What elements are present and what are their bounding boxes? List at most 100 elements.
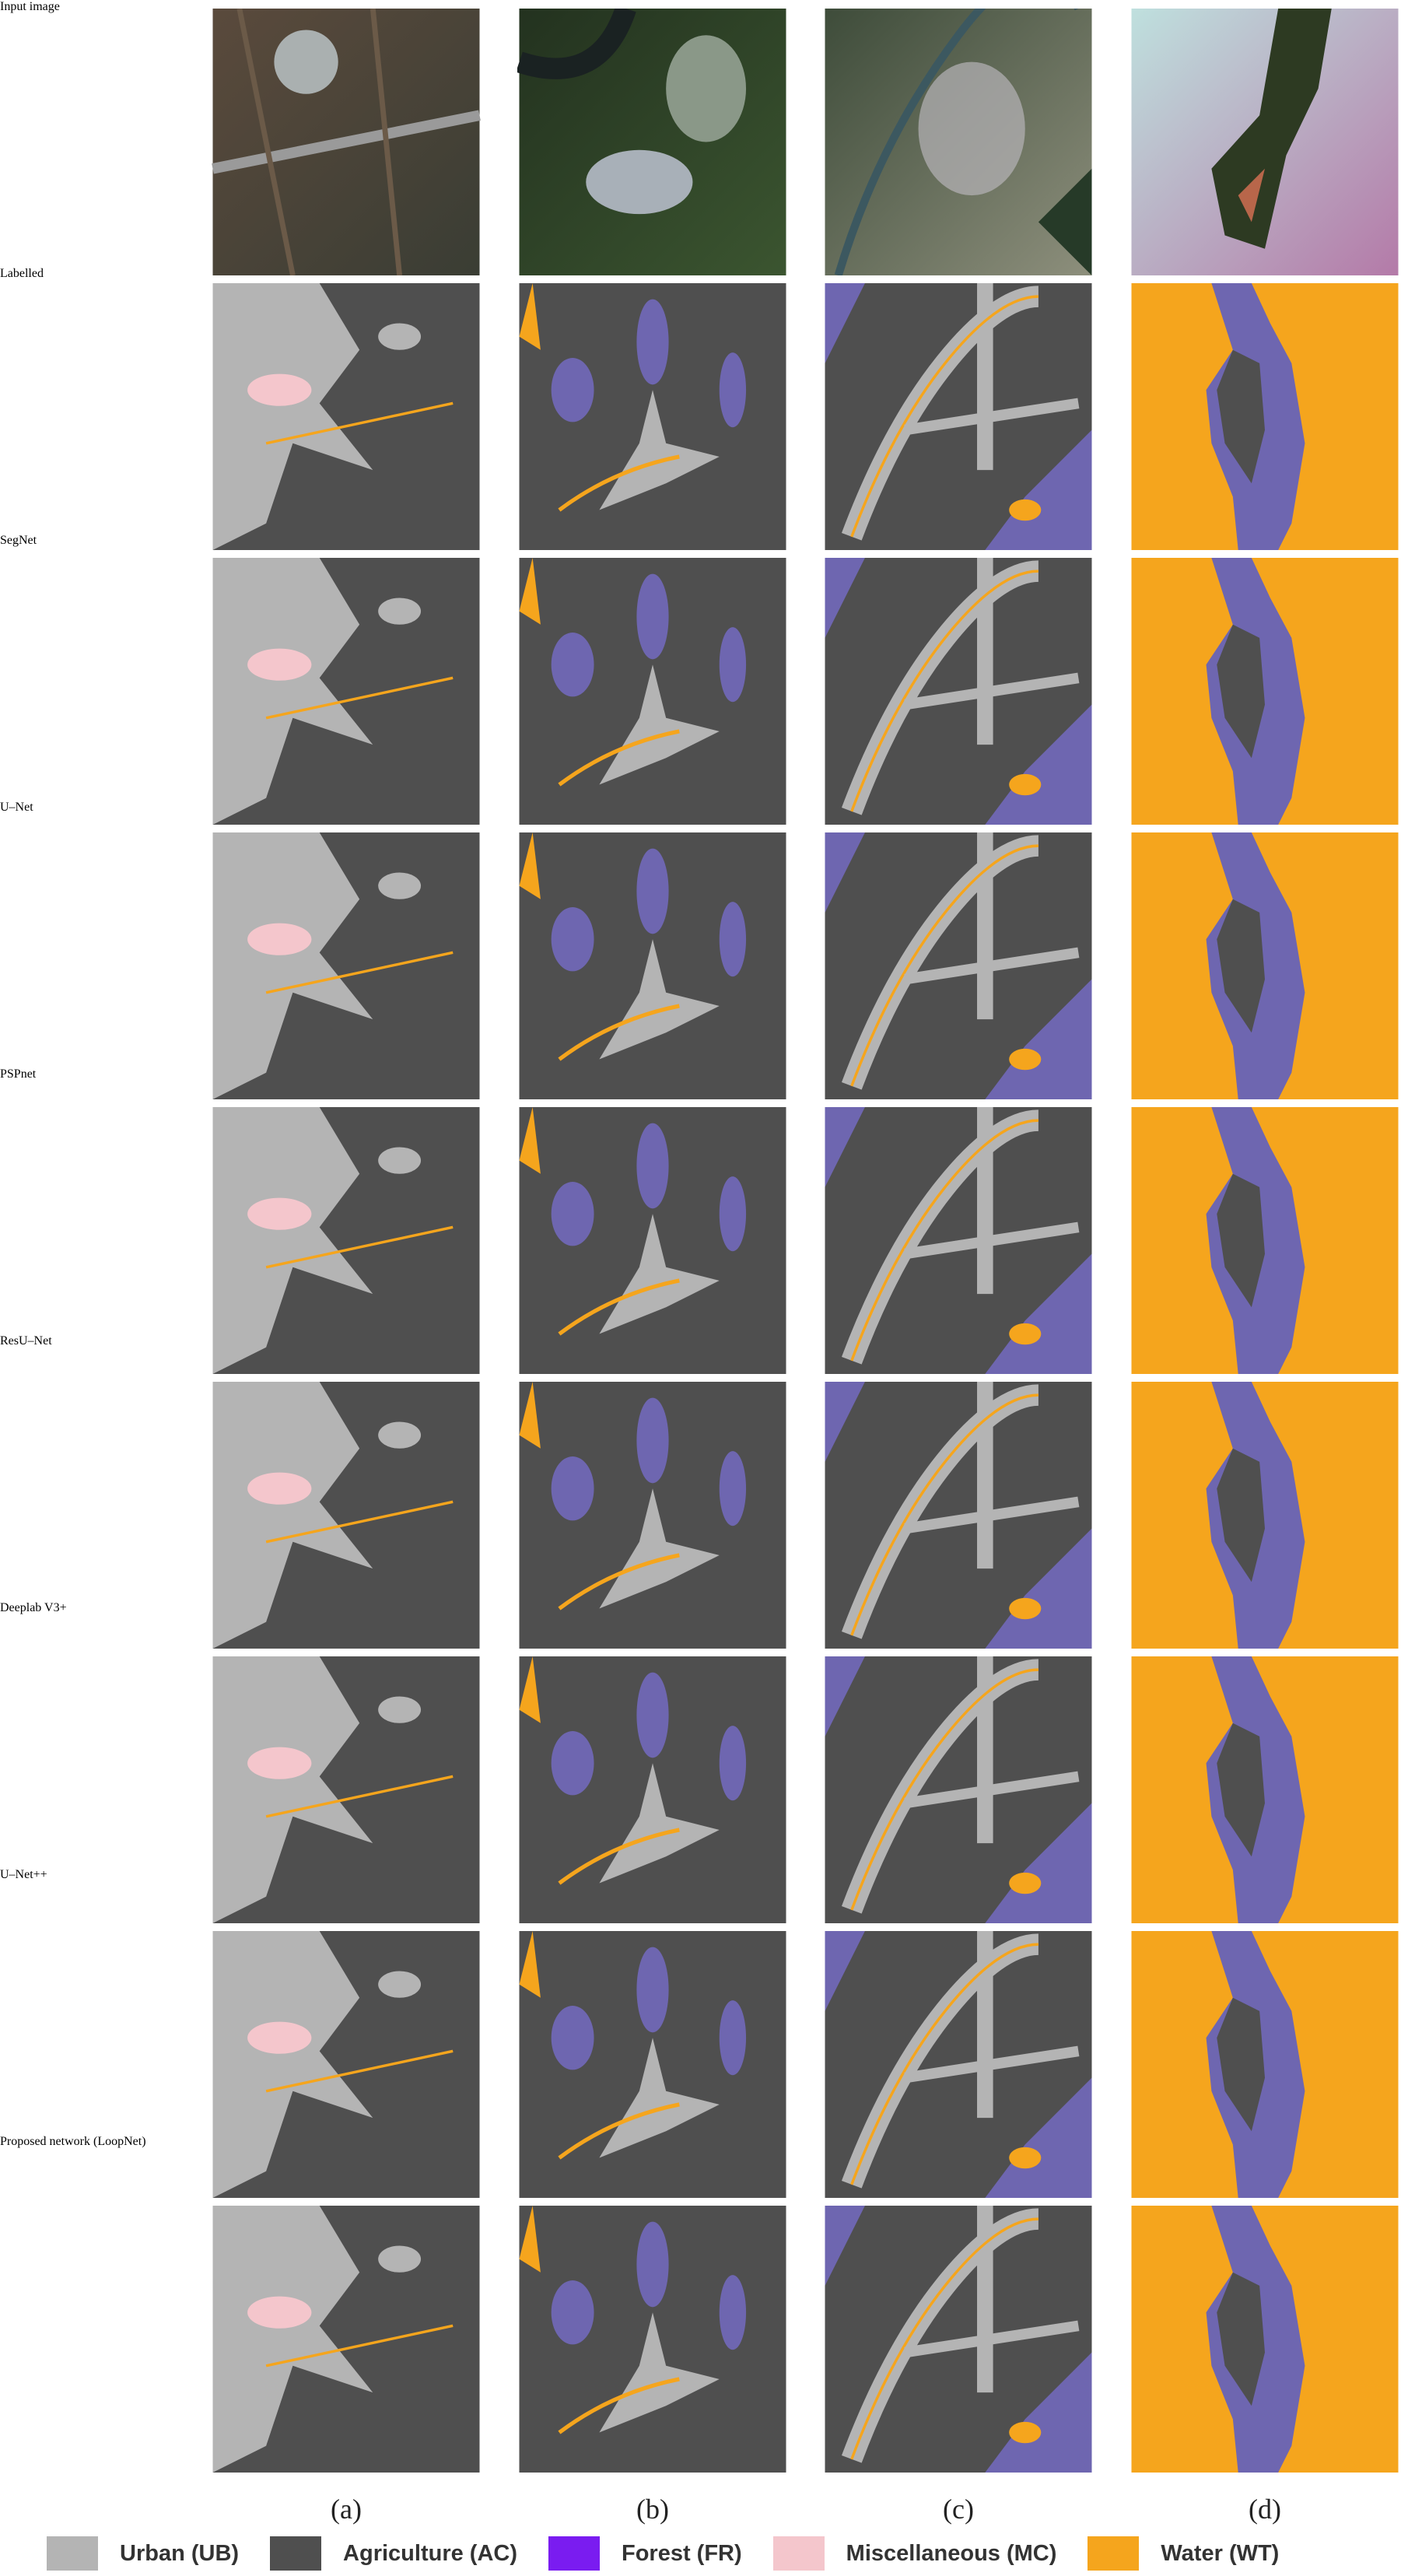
segmentation-map bbox=[517, 1107, 788, 1374]
map-content bbox=[520, 1382, 786, 1649]
legend-swatch bbox=[270, 2536, 322, 2571]
legend-label: Water (WT) bbox=[1161, 2540, 1280, 2566]
segmentation-map bbox=[823, 832, 1094, 1099]
segmentation-map bbox=[211, 2206, 482, 2473]
map-content bbox=[520, 1931, 786, 2198]
segmentation-map bbox=[823, 1931, 1094, 2198]
map-content bbox=[520, 832, 786, 1099]
row-label: SegNet bbox=[0, 534, 37, 547]
input-image bbox=[1131, 9, 1399, 275]
segmentation-map bbox=[1131, 283, 1399, 550]
segmentation-map bbox=[823, 1656, 1094, 1923]
map-content bbox=[211, 558, 482, 825]
map-content bbox=[825, 1931, 1092, 2198]
row-label: U–Net bbox=[0, 801, 33, 814]
segmentation-map bbox=[823, 1382, 1094, 1649]
map-content bbox=[1131, 1382, 1399, 1649]
map-content bbox=[520, 283, 786, 550]
map-content bbox=[520, 2206, 786, 2473]
row-label: Deeplab V3+ bbox=[0, 1601, 67, 1614]
legend-item: Water (WT) bbox=[1088, 2536, 1279, 2571]
legend-label: Miscellaneous (MC) bbox=[846, 2540, 1057, 2566]
segmentation-map bbox=[211, 832, 482, 1099]
legend-label: Urban (UB) bbox=[120, 2540, 240, 2566]
segmentation-map bbox=[211, 1931, 482, 2198]
map-content bbox=[825, 9, 1092, 275]
segmentation-map bbox=[517, 283, 788, 550]
map-content bbox=[1131, 283, 1399, 550]
segmentation-map bbox=[823, 1107, 1094, 1374]
column-label: (c) bbox=[943, 2494, 974, 2525]
row-label: ResU–Net bbox=[0, 1334, 52, 1348]
segmentation-map bbox=[211, 1107, 482, 1374]
map-content bbox=[825, 1382, 1092, 1649]
segmentation-map bbox=[1131, 1656, 1399, 1923]
legend-swatch bbox=[1088, 2536, 1140, 2571]
map-content bbox=[1131, 558, 1399, 825]
legend: Urban (UB) Agriculture (AC) Forest (FR) Mis… bbox=[47, 2535, 1400, 2572]
map-content bbox=[211, 1931, 482, 2198]
map-content bbox=[211, 283, 482, 550]
map-content bbox=[520, 1107, 786, 1374]
legend-item: Agriculture (AC) bbox=[270, 2536, 517, 2571]
segmentation-map bbox=[517, 1656, 788, 1923]
map-content bbox=[211, 832, 482, 1099]
segmentation-map bbox=[1131, 832, 1399, 1099]
map-content bbox=[1131, 2206, 1399, 2473]
segmentation-map bbox=[517, 832, 788, 1099]
segmentation-map bbox=[211, 283, 482, 550]
row-label: Proposed network (LoopNet) bbox=[0, 2135, 146, 2148]
map-content bbox=[1131, 1656, 1399, 1923]
legend-swatch bbox=[548, 2536, 600, 2571]
legend-swatch bbox=[47, 2536, 98, 2571]
column-label: (a) bbox=[331, 2494, 362, 2525]
legend-item: Forest (FR) bbox=[548, 2536, 742, 2571]
row-label: Input image bbox=[0, 0, 60, 13]
segmentation-map bbox=[517, 2206, 788, 2473]
segmentation-map bbox=[1131, 2206, 1399, 2473]
map-content bbox=[211, 1656, 482, 1923]
segmentation-map bbox=[517, 558, 788, 825]
input-image bbox=[823, 9, 1094, 275]
map-content bbox=[1131, 9, 1399, 275]
row-label: Labelled bbox=[0, 267, 44, 280]
segmentation-map bbox=[211, 558, 482, 825]
map-content bbox=[520, 1656, 786, 1923]
map-content bbox=[825, 1107, 1092, 1374]
map-content bbox=[1131, 1107, 1399, 1374]
segmentation-map bbox=[823, 558, 1094, 825]
map-content bbox=[1131, 1931, 1399, 2198]
segmentation-map bbox=[1131, 1107, 1399, 1374]
map-content bbox=[211, 1107, 482, 1374]
segmentation-map bbox=[517, 1382, 788, 1649]
input-image bbox=[211, 9, 482, 275]
legend-item: Miscellaneous (MC) bbox=[772, 2536, 1057, 2571]
segmentation-map bbox=[1131, 1382, 1399, 1649]
segmentation-map bbox=[1131, 558, 1399, 825]
map-content bbox=[825, 558, 1092, 825]
map-content bbox=[825, 832, 1092, 1099]
legend-label: Agriculture (AC) bbox=[343, 2540, 517, 2566]
map-content bbox=[211, 2206, 482, 2473]
map-content bbox=[1131, 832, 1399, 1099]
map-content bbox=[825, 283, 1092, 550]
segmentation-map bbox=[211, 1656, 482, 1923]
map-content bbox=[211, 1382, 482, 1649]
legend-label: Forest (FR) bbox=[622, 2540, 742, 2566]
input-image bbox=[517, 9, 788, 275]
map-content bbox=[825, 2206, 1092, 2473]
segmentation-map bbox=[823, 2206, 1094, 2473]
map-content bbox=[825, 1656, 1092, 1923]
segmentation-map bbox=[823, 283, 1094, 550]
map-content bbox=[520, 9, 786, 275]
segmentation-map bbox=[517, 1931, 788, 2198]
map-content bbox=[213, 9, 480, 275]
legend-swatch bbox=[772, 2536, 825, 2571]
column-label: (d) bbox=[1249, 2494, 1281, 2525]
segmentation-map bbox=[1131, 1931, 1399, 2198]
row-label: U–Net++ bbox=[0, 1868, 47, 1881]
legend-item: Urban (UB) bbox=[47, 2536, 239, 2571]
row-label: PSPnet bbox=[0, 1067, 37, 1081]
segmentation-map bbox=[211, 1382, 482, 1649]
